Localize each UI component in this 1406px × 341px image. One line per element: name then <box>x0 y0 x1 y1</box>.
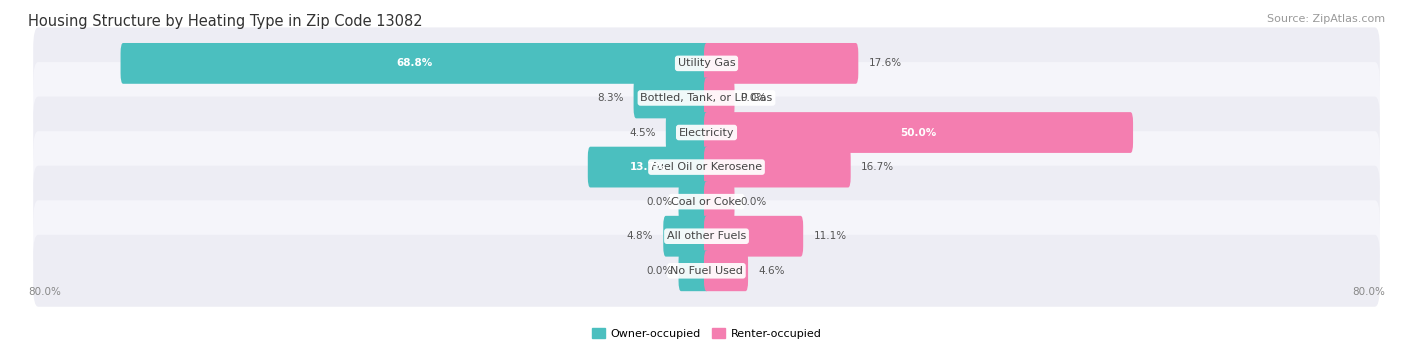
Text: No Fuel Used: No Fuel Used <box>671 266 742 276</box>
Text: 80.0%: 80.0% <box>28 287 60 297</box>
FancyBboxPatch shape <box>588 147 709 188</box>
Text: 11.1%: 11.1% <box>813 231 846 241</box>
Text: 4.5%: 4.5% <box>628 128 655 137</box>
Text: 13.7%: 13.7% <box>630 162 666 172</box>
FancyBboxPatch shape <box>704 181 734 222</box>
Text: Housing Structure by Heating Type in Zip Code 13082: Housing Structure by Heating Type in Zip… <box>28 14 423 29</box>
FancyBboxPatch shape <box>679 250 709 291</box>
FancyBboxPatch shape <box>34 235 1379 307</box>
Text: Coal or Coke: Coal or Coke <box>671 197 742 207</box>
FancyBboxPatch shape <box>34 131 1379 203</box>
FancyBboxPatch shape <box>704 147 851 188</box>
Text: 17.6%: 17.6% <box>869 58 901 69</box>
FancyBboxPatch shape <box>34 27 1379 99</box>
FancyBboxPatch shape <box>704 43 858 84</box>
Text: 50.0%: 50.0% <box>900 128 936 137</box>
FancyBboxPatch shape <box>704 216 803 257</box>
Text: Source: ZipAtlas.com: Source: ZipAtlas.com <box>1267 14 1385 24</box>
FancyBboxPatch shape <box>704 77 734 118</box>
Text: Electricity: Electricity <box>679 128 734 137</box>
FancyBboxPatch shape <box>664 216 709 257</box>
Text: Utility Gas: Utility Gas <box>678 58 735 69</box>
Text: Bottled, Tank, or LP Gas: Bottled, Tank, or LP Gas <box>640 93 773 103</box>
Text: Fuel Oil or Kerosene: Fuel Oil or Kerosene <box>651 162 762 172</box>
Text: 4.8%: 4.8% <box>627 231 654 241</box>
Legend: Owner-occupied, Renter-occupied: Owner-occupied, Renter-occupied <box>588 324 825 341</box>
Text: 80.0%: 80.0% <box>1353 287 1385 297</box>
FancyBboxPatch shape <box>666 112 709 153</box>
Text: All other Fuels: All other Fuels <box>666 231 747 241</box>
Text: 0.0%: 0.0% <box>647 197 672 207</box>
FancyBboxPatch shape <box>679 181 709 222</box>
Text: 4.6%: 4.6% <box>758 266 785 276</box>
FancyBboxPatch shape <box>704 112 1133 153</box>
Text: 0.0%: 0.0% <box>741 197 766 207</box>
Text: 8.3%: 8.3% <box>598 93 623 103</box>
FancyBboxPatch shape <box>34 166 1379 238</box>
Text: 0.0%: 0.0% <box>741 93 766 103</box>
Text: 0.0%: 0.0% <box>647 266 672 276</box>
FancyBboxPatch shape <box>34 97 1379 168</box>
FancyBboxPatch shape <box>34 62 1379 134</box>
FancyBboxPatch shape <box>34 200 1379 272</box>
FancyBboxPatch shape <box>121 43 709 84</box>
Text: 16.7%: 16.7% <box>860 162 894 172</box>
FancyBboxPatch shape <box>704 250 748 291</box>
Text: 68.8%: 68.8% <box>396 58 433 69</box>
FancyBboxPatch shape <box>634 77 709 118</box>
